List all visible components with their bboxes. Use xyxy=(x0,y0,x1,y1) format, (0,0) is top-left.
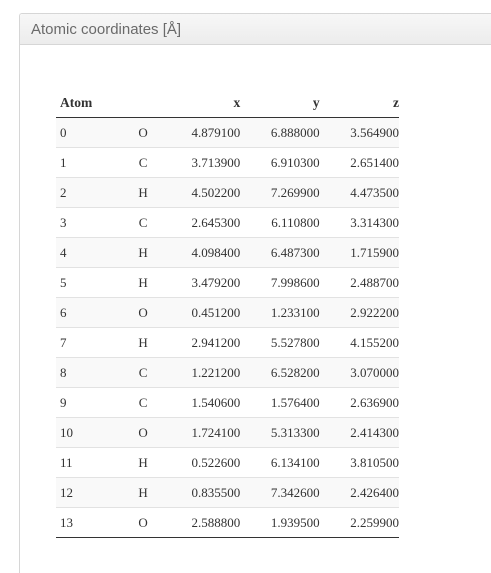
cell-y: 6.910300 xyxy=(240,147,320,178)
cell-y: 5.527800 xyxy=(240,327,320,358)
atomic-coordinates-panel: Atomic coordinates [Å] Atom x y z 0 O 4.87… xyxy=(19,13,491,573)
cell-z: 4.155200 xyxy=(319,327,399,358)
cell-element: H xyxy=(133,237,153,268)
table-row: 0 O 4.879100 6.888000 3.564900 xyxy=(56,117,399,148)
cell-x: 4.502200 xyxy=(152,177,241,208)
cell-z: 2.426400 xyxy=(319,477,399,508)
cell-atom-index: 1 xyxy=(56,147,134,178)
cell-y: 6.528200 xyxy=(240,357,320,388)
cell-x: 3.713900 xyxy=(152,147,241,178)
header-z: z xyxy=(319,88,399,118)
cell-x: 3.479200 xyxy=(152,267,241,298)
cell-atom-index: 3 xyxy=(56,207,134,238)
cell-atom-index: 4 xyxy=(56,237,134,268)
cell-x: 2.941200 xyxy=(152,327,241,358)
cell-y: 7.998600 xyxy=(240,267,320,298)
cell-y: 7.342600 xyxy=(240,477,320,508)
cell-atom-index: 5 xyxy=(56,267,134,298)
table-header-row: Atom x y z xyxy=(56,88,399,118)
table-row: 7 H 2.941200 5.527800 4.155200 xyxy=(56,327,399,358)
cell-z: 3.314300 xyxy=(319,207,399,238)
cell-y: 5.313300 xyxy=(240,417,320,448)
cell-x: 1.221200 xyxy=(152,357,241,388)
cell-z: 4.473500 xyxy=(319,177,399,208)
cell-y: 1.939500 xyxy=(240,507,320,538)
cell-x: 1.724100 xyxy=(152,417,241,448)
header-atom: Atom xyxy=(56,88,134,118)
cell-element: H xyxy=(133,177,153,208)
cell-element: O xyxy=(133,297,153,328)
cell-z: 3.810500 xyxy=(319,447,399,478)
cell-z: 2.488700 xyxy=(319,267,399,298)
panel-title[interactable]: Atomic coordinates [Å] xyxy=(20,14,491,45)
cell-z: 2.636900 xyxy=(319,387,399,418)
cell-element: H xyxy=(133,267,153,298)
cell-atom-index: 2 xyxy=(56,177,134,208)
cell-atom-index: 12 xyxy=(56,477,134,508)
cell-element: C xyxy=(133,147,153,178)
cell-x: 4.098400 xyxy=(152,237,241,268)
cell-x: 0.835500 xyxy=(152,477,241,508)
cell-element: H xyxy=(133,327,153,358)
cell-y: 6.110800 xyxy=(240,207,320,238)
cell-y: 6.487300 xyxy=(240,237,320,268)
cell-z: 2.922200 xyxy=(319,297,399,328)
cell-x: 2.645300 xyxy=(152,207,241,238)
cell-y: 6.134100 xyxy=(240,447,320,478)
cell-atom-index: 10 xyxy=(56,417,134,448)
cell-atom-index: 7 xyxy=(56,327,134,358)
cell-y: 1.233100 xyxy=(240,297,320,328)
header-x: x xyxy=(152,88,241,118)
table-row: 12 H 0.835500 7.342600 2.426400 xyxy=(56,477,399,508)
cell-x: 4.879100 xyxy=(152,117,241,148)
cell-x: 0.522600 xyxy=(152,447,241,478)
table-row: 10 O 1.724100 5.313300 2.414300 xyxy=(56,417,399,448)
table-row: 13 O 2.588800 1.939500 2.259900 xyxy=(56,507,399,538)
cell-atom-index: 13 xyxy=(56,507,134,538)
cell-element: O xyxy=(133,507,153,538)
table-row: 1 C 3.713900 6.910300 2.651400 xyxy=(56,147,399,178)
cell-z: 3.070000 xyxy=(319,357,399,388)
cell-element: H xyxy=(133,477,153,508)
cell-element: C xyxy=(133,357,153,388)
table-row: 8 C 1.221200 6.528200 3.070000 xyxy=(56,357,399,388)
cell-z: 3.564900 xyxy=(319,117,399,148)
cell-y: 1.576400 xyxy=(240,387,320,418)
cell-y: 7.269900 xyxy=(240,177,320,208)
coordinates-table: Atom x y z 0 O 4.879100 6.888000 3.564900 1 C 3… xyxy=(56,88,399,538)
cell-z: 1.715900 xyxy=(319,237,399,268)
table-row: 6 O 0.451200 1.233100 2.922200 xyxy=(56,297,399,328)
cell-z: 2.414300 xyxy=(319,417,399,448)
cell-z: 2.259900 xyxy=(319,507,399,538)
cell-atom-index: 11 xyxy=(56,447,134,478)
cell-z: 2.651400 xyxy=(319,147,399,178)
cell-x: 1.540600 xyxy=(152,387,241,418)
header-element xyxy=(133,88,153,118)
cell-x: 2.588800 xyxy=(152,507,241,538)
cell-atom-index: 8 xyxy=(56,357,134,388)
cell-element: O xyxy=(133,417,153,448)
table-row: 2 H 4.502200 7.269900 4.473500 xyxy=(56,177,399,208)
cell-x: 0.451200 xyxy=(152,297,241,328)
cell-element: C xyxy=(133,207,153,238)
table-row: 5 H 3.479200 7.998600 2.488700 xyxy=(56,267,399,298)
table-row: 3 C 2.645300 6.110800 3.314300 xyxy=(56,207,399,238)
cell-atom-index: 9 xyxy=(56,387,134,418)
cell-element: O xyxy=(133,117,153,148)
cell-element: H xyxy=(133,447,153,478)
table-row: 11 H 0.522600 6.134100 3.810500 xyxy=(56,447,399,478)
table-row: 4 H 4.098400 6.487300 1.715900 xyxy=(56,237,399,268)
header-y: y xyxy=(240,88,320,118)
table-row: 9 C 1.540600 1.576400 2.636900 xyxy=(56,387,399,418)
cell-element: C xyxy=(133,387,153,418)
cell-atom-index: 0 xyxy=(56,117,134,148)
cell-y: 6.888000 xyxy=(240,117,320,148)
cell-atom-index: 6 xyxy=(56,297,134,328)
